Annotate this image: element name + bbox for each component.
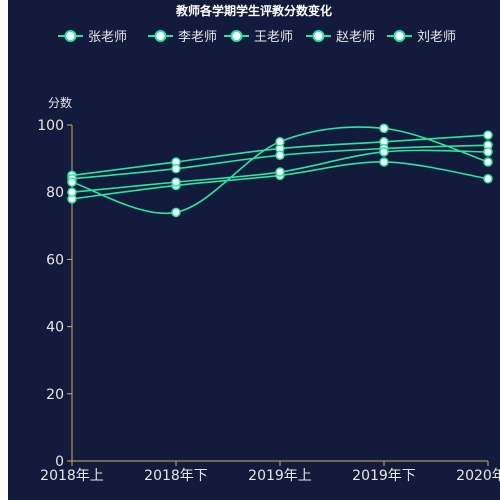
data-point[interactable] (171, 163, 181, 174)
data-point[interactable] (379, 157, 389, 167)
series-group (67, 123, 493, 218)
series-group (67, 157, 493, 204)
legend-item[interactable]: 李老师 (148, 30, 217, 45)
x-tick-label: 2019年上 (248, 468, 312, 484)
x-tick-label: 2020年上 (456, 468, 500, 484)
data-point[interactable] (171, 177, 181, 187)
legend-circle-marker (393, 30, 406, 42)
x-tick-label: 2018年上 (40, 468, 104, 484)
y-tick-label: 60 (46, 252, 64, 268)
legend-label: 赵老师 (336, 30, 375, 45)
y-tick-label: 40 (46, 320, 64, 336)
y-tick-label: 80 (46, 185, 64, 201)
y-axis-label: 分数 (48, 95, 72, 110)
data-point[interactable] (275, 167, 285, 177)
series-group (67, 147, 493, 197)
legend-item[interactable]: 赵老师 (306, 30, 375, 45)
legend-circle-marker (64, 30, 77, 42)
data-point[interactable] (275, 137, 285, 147)
legend-label: 张老师 (88, 30, 127, 45)
y-tick-label: 100 (37, 118, 64, 134)
chart-title: 教师各学期学生评教分数变化 (175, 3, 332, 18)
legend-label: 李老师 (178, 30, 217, 45)
data-point[interactable] (67, 187, 77, 197)
y-tick-label: 0 (55, 454, 64, 470)
legend-item[interactable]: 刘老师 (387, 30, 456, 45)
legend-circle-marker (312, 30, 325, 42)
legend: 张老师 李老师 王老师 赵老师 刘老师 (58, 30, 456, 45)
data-point[interactable] (483, 174, 493, 184)
line-chart: 教师各学期学生评教分数变化 张老师 李老师 王老师 赵老师 刘老师 分数 0 20 40 60… (37, 3, 500, 484)
x-tick-label: 2018年下 (144, 468, 208, 484)
legend-item[interactable]: 王老师 (224, 30, 293, 45)
x-tick-label: 2019年下 (352, 468, 416, 484)
data-point[interactable] (67, 177, 77, 187)
legend-label: 王老师 (254, 30, 293, 45)
legend-label: 刘老师 (417, 30, 456, 45)
data-point[interactable] (275, 150, 285, 160)
data-point[interactable] (379, 147, 389, 157)
chart-panel: 教师各学期学生评教分数变化 张老师 李老师 王老师 赵老师 刘老师 分数 0 20 40 60… (8, 0, 500, 500)
y-tick-label: 20 (46, 387, 64, 403)
data-point[interactable] (483, 130, 493, 140)
data-point[interactable] (171, 207, 181, 218)
legend-item[interactable]: 张老师 (58, 30, 127, 45)
series-layer (67, 123, 493, 218)
data-point[interactable] (483, 147, 493, 157)
data-point[interactable] (483, 157, 493, 167)
legend-circle-marker (154, 30, 167, 42)
data-point[interactable] (379, 123, 389, 134)
legend-circle-marker (230, 30, 243, 42)
